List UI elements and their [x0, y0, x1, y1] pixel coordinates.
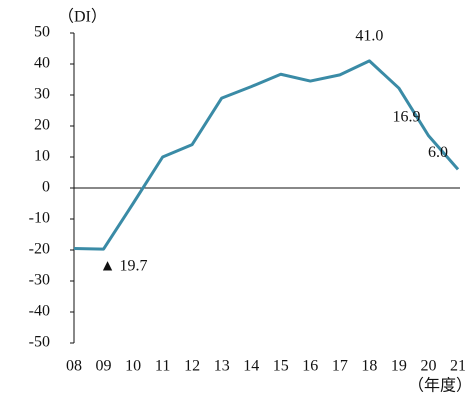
x-tick-label: 18: [361, 358, 377, 375]
y-tick-label: 30: [34, 86, 50, 103]
y-tick-label: -40: [29, 303, 50, 320]
line: [73, 59, 460, 251]
x-tick-label: 08: [66, 358, 82, 375]
x-tick-label: 19: [391, 358, 407, 375]
y-tick-label: -20: [29, 241, 50, 258]
y-axis-label: （DI）: [58, 8, 107, 26]
x-tick-label: 09: [96, 358, 112, 375]
x-tick-label: 20: [420, 358, 436, 375]
y-tick-label: 0: [42, 179, 50, 196]
y-tick-label: 10: [34, 148, 50, 165]
x-tick-label: 10: [125, 358, 141, 375]
data-label: 16.9: [392, 108, 420, 125]
y-tick-label: -50: [29, 334, 50, 351]
data-label: ▲ 19.7: [100, 258, 148, 275]
y-tick-label: -30: [29, 272, 50, 289]
x-tick-label: 15: [273, 358, 289, 375]
y-tick-label: -10: [29, 210, 50, 227]
data-label: 41.0: [355, 28, 383, 45]
x-tick-label: 16: [302, 358, 318, 375]
y-tick-label: 20: [34, 117, 50, 134]
y-tick-label: 40: [34, 55, 50, 72]
data-label: 6.0: [428, 144, 448, 161]
x-axis-label: （年度）: [408, 377, 472, 395]
x-tick-label: 14: [243, 358, 259, 375]
x-tick-label: 17: [332, 358, 348, 375]
x-tick-label: 21: [450, 358, 466, 375]
x-tick-label: 13: [214, 358, 230, 375]
y-tick-label: 50: [34, 24, 50, 41]
x-tick-label: 11: [155, 358, 170, 375]
x-tick-label: 12: [184, 358, 200, 375]
